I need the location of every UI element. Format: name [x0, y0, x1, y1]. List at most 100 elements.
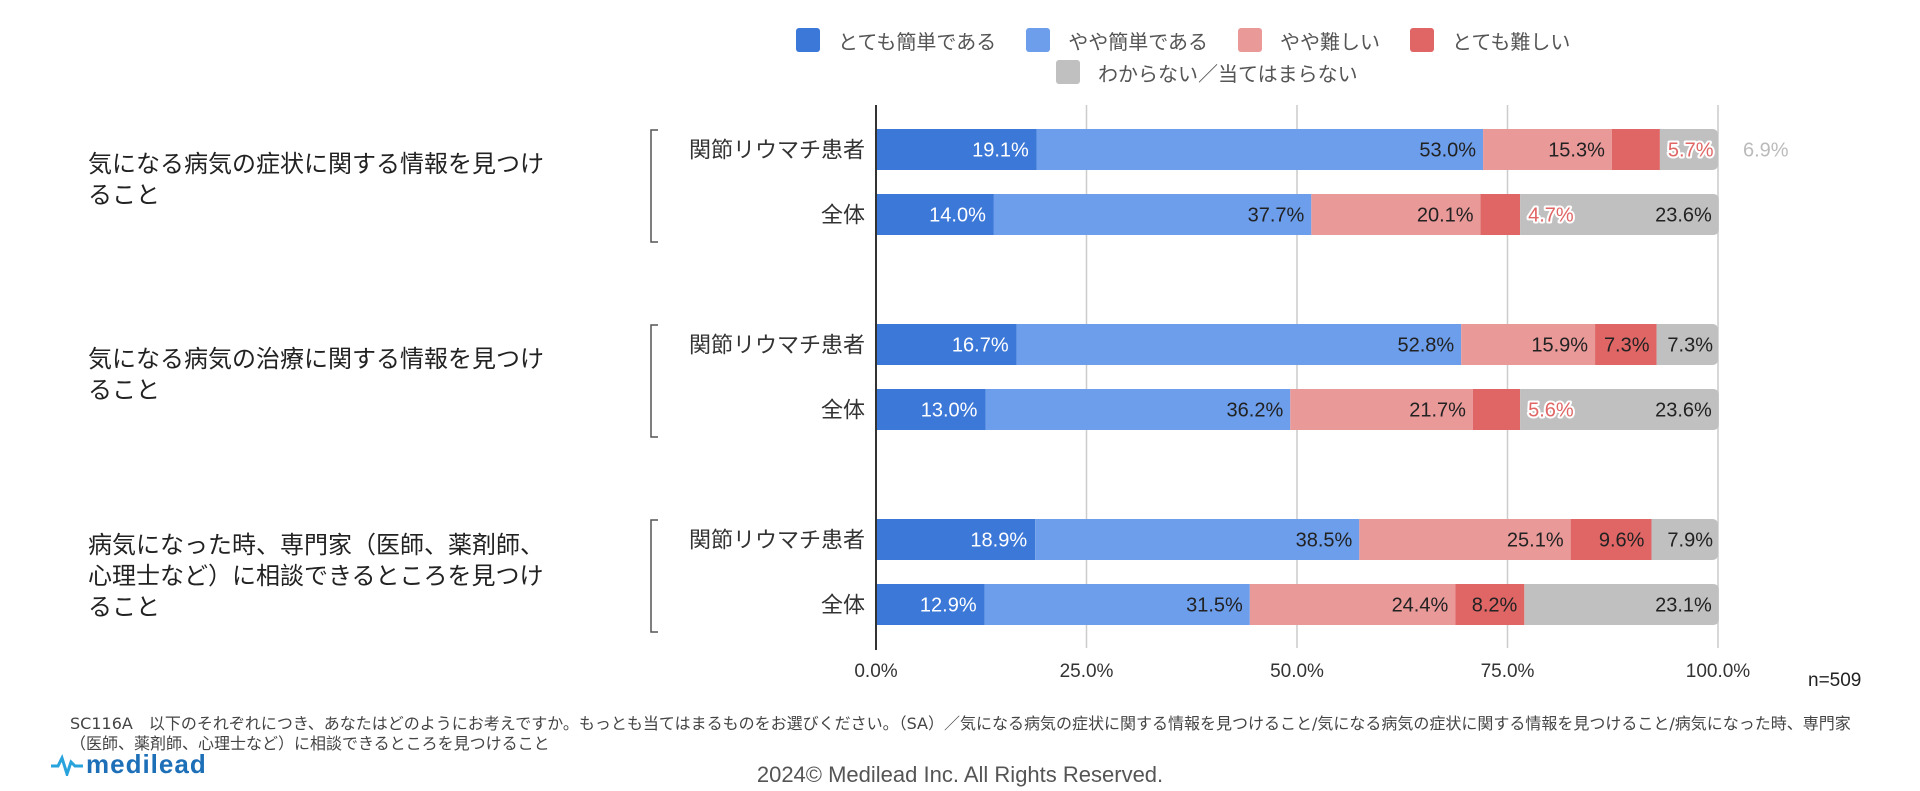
question-label-line: ること	[88, 593, 160, 621]
question-label-line: ること	[88, 181, 160, 209]
legend-row-2: わからない／当てはまらない	[796, 56, 1696, 88]
bar-segment	[876, 129, 1037, 170]
data-label: 7.3%	[1667, 335, 1713, 357]
bar-segment	[1656, 324, 1718, 365]
bar-segment	[1249, 584, 1456, 625]
bar-segment	[1483, 129, 1612, 170]
data-label: 37.7%	[1248, 205, 1305, 227]
data-label: 16.7%	[952, 335, 1009, 357]
bar-segment	[1472, 389, 1521, 430]
legend-swatch-very-easy	[796, 28, 820, 52]
bar-segment	[876, 324, 1017, 365]
data-label: 5.6%	[1528, 400, 1574, 422]
data-label: 15.9%	[1531, 335, 1588, 357]
data-label: 25.1%	[1507, 530, 1564, 552]
bar-segment	[1651, 519, 1718, 560]
medilead-logo: medilead	[50, 749, 207, 779]
legend-swatch-very-difficult	[1410, 28, 1435, 52]
bar-segment	[1036, 129, 1484, 170]
bar-segment	[876, 194, 994, 235]
bar-segment	[1520, 389, 1719, 430]
bar-segment	[876, 519, 1036, 560]
legend-label-somewhat-easy: やや簡単である	[1068, 29, 1209, 54]
question-label-line: 病気になった時、専門家（医師、薬剤師、	[88, 531, 544, 559]
group-bracket	[650, 129, 658, 243]
row-label: 関節リウマチ患者	[689, 139, 865, 164]
question-label-line: 気になる病気の治療に関する情報を見つけ	[88, 345, 544, 373]
legend-label-very-easy: とても簡単である	[838, 29, 997, 54]
bar-segment	[1311, 194, 1481, 235]
bar-segment	[993, 194, 1312, 235]
bar-segment	[1570, 519, 1652, 560]
group-bracket	[650, 324, 658, 438]
survey-question-footnote: SC116A 以下のそれぞれにつき、あなたはどのようにお考えですか。もっとも当て…	[70, 714, 1851, 753]
bar-segment	[1290, 389, 1473, 430]
legend-item-somewhat-easy: やや簡単である	[1026, 26, 1208, 55]
x-tick-label: 0.0%	[854, 661, 897, 682]
data-label: 23.6%	[1655, 400, 1712, 422]
row-label: 関節リウマチ患者	[689, 529, 865, 554]
bar-segment	[1480, 194, 1521, 235]
sample-size-label: n=509	[1808, 670, 1862, 691]
data-label: 13.0%	[921, 400, 978, 422]
bar-segment	[1595, 324, 1657, 365]
data-label: 36.2%	[1227, 400, 1284, 422]
bar-segment	[985, 389, 1291, 430]
data-label: 38.5%	[1296, 530, 1353, 552]
data-label: 24.4%	[1392, 595, 1449, 617]
x-tick-label: 100.0%	[1686, 661, 1751, 682]
copyright-text: 2024© Medilead Inc. All Rights Reserved.	[756, 762, 1164, 787]
legend-label-very-difficult: とても難しい	[1452, 29, 1571, 54]
bar-segment	[1035, 519, 1360, 560]
data-label: 9.6%	[1599, 530, 1645, 552]
data-label: 4.7%	[1528, 205, 1574, 227]
data-label: 31.5%	[1186, 595, 1243, 617]
data-label: 21.7%	[1409, 400, 1466, 422]
bar-segment	[1659, 129, 1718, 170]
question-label-line: ること	[88, 376, 160, 404]
legend-item-very-easy: とても簡単である	[796, 26, 996, 55]
row-label: 関節リウマチ患者	[689, 334, 865, 359]
data-label: 12.9%	[920, 595, 977, 617]
bar-segment	[1520, 194, 1719, 235]
question-label-symptoms: 気になる病気の症状に関する情報を見つけ ること	[88, 149, 618, 211]
row-label: 全体	[821, 594, 865, 619]
data-label: 5.7%	[1668, 140, 1714, 162]
data-label: 19.1%	[972, 140, 1029, 162]
data-label: 23.1%	[1655, 595, 1712, 617]
group-bracket	[650, 519, 658, 633]
legend-row-1: とても簡単である やや簡単である やや難しい とても難しい	[796, 24, 1696, 56]
pulse-icon	[51, 754, 83, 776]
row-label: 全体	[821, 204, 865, 229]
data-label: 15.3%	[1548, 140, 1605, 162]
legend-swatch-unknown	[1056, 60, 1080, 84]
logo-text: medilead	[86, 749, 207, 779]
bar-segment	[1524, 584, 1719, 625]
legend-label-somewhat-difficult: やや難しい	[1280, 29, 1381, 54]
bar-segment	[876, 389, 986, 430]
data-label: 18.9%	[970, 530, 1027, 552]
bar-segment	[876, 584, 985, 625]
data-label: 23.6%	[1655, 205, 1712, 227]
bar-segment	[1611, 129, 1660, 170]
data-label-outline: 5.6%	[1528, 400, 1574, 422]
bar-segment	[984, 584, 1250, 625]
data-label-outline: 5.7%	[1668, 140, 1714, 162]
bar-segment	[1359, 519, 1571, 560]
bar-segment	[1016, 324, 1462, 365]
data-label: 52.8%	[1397, 335, 1454, 357]
legend-item-very-difficult: とても難しい	[1410, 26, 1570, 55]
question-label-treatment: 気になる病気の治療に関する情報を見つけ ること	[88, 344, 618, 406]
data-label: 7.3%	[1604, 335, 1650, 357]
question-label-line: 気になる病気の症状に関する情報を見つけ	[88, 150, 544, 178]
x-tick-label: 75.0%	[1481, 661, 1535, 682]
legend-swatch-somewhat-difficult	[1238, 28, 1263, 52]
row-label: 全体	[821, 399, 865, 424]
data-label: 8.2%	[1472, 595, 1518, 617]
legend-swatch-somewhat-easy	[1026, 28, 1051, 52]
x-tick-label: 50.0%	[1270, 661, 1324, 682]
data-label: 20.1%	[1417, 205, 1474, 227]
data-label: 14.0%	[929, 205, 986, 227]
x-tick-label: 25.0%	[1060, 661, 1114, 682]
